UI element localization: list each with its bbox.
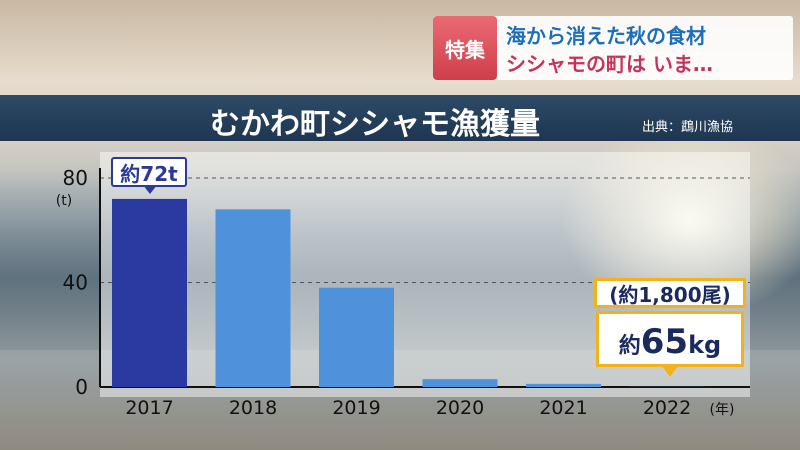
title-bar <box>0 95 800 141</box>
weight-prefix: 約 <box>618 334 641 359</box>
x-tick-2020: 2020 <box>436 397 484 419</box>
x-tick-2021: 2021 <box>539 397 587 419</box>
chart-title: むかわ町シシャモ漁獲量 <box>210 107 540 142</box>
count-2022-callout: (約1,800尾) <box>594 278 746 308</box>
bar-2017 <box>112 198 187 387</box>
weight-unit: kg <box>688 331 722 359</box>
y-tick-40: 40 <box>63 271 88 295</box>
source-note: 出典：鵡川漁協 <box>642 120 734 135</box>
headline-line-1: 海から消えた秋の食材 <box>506 24 706 48</box>
x-tick-2019: 2019 <box>332 397 380 419</box>
y-tick-0: 0 <box>75 375 88 399</box>
bar-2019 <box>319 287 394 387</box>
weight-value: 65 <box>640 322 689 362</box>
bar-2021 <box>526 383 601 387</box>
x-tick-2017: 2017 <box>125 397 173 419</box>
peak-callout-pointer <box>143 185 157 194</box>
feature-tag: 特集 <box>433 16 497 80</box>
headline-line-2: シシャモの町は いま… <box>506 52 713 76</box>
x-tick-2018: 2018 <box>229 397 277 419</box>
peak-value-callout: 約72t <box>111 157 187 187</box>
y-unit-label: (t) <box>56 193 72 209</box>
bar-2018 <box>215 209 291 387</box>
weight-2022-callout: 約 65 kg <box>596 311 744 367</box>
bar-2020 <box>422 379 498 387</box>
weight-callout-pointer <box>662 366 678 377</box>
y-tick-80: 80 <box>63 166 88 190</box>
x-tick-2022: 2022 <box>643 397 691 419</box>
x-unit-label: (年) <box>710 402 735 418</box>
